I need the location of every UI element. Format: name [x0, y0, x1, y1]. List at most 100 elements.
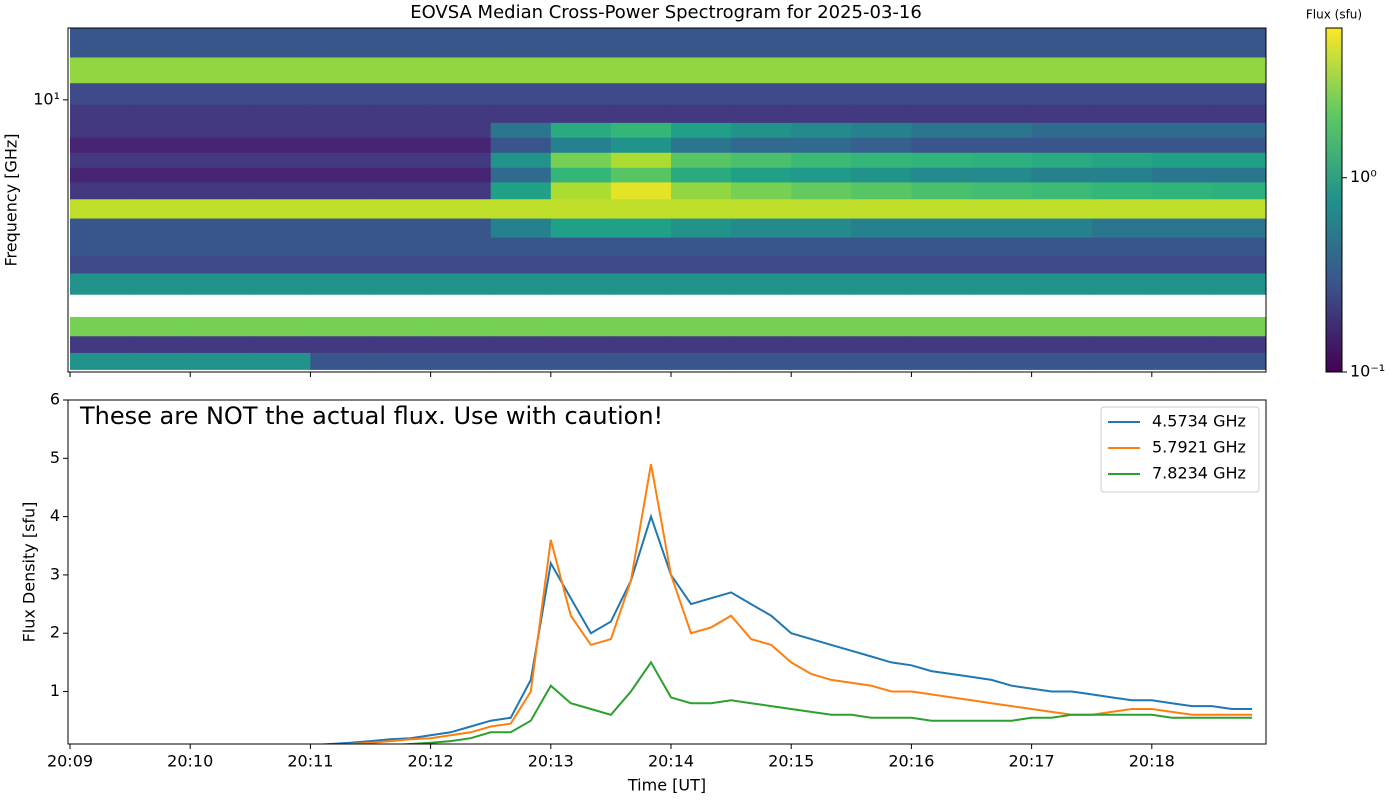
heatmap-cell — [430, 152, 492, 169]
heatmap-cell — [1151, 237, 1213, 257]
heatmap-cell — [1211, 255, 1266, 274]
heatmap-cell — [310, 237, 372, 257]
heatmap-cell — [250, 255, 311, 274]
heatmap-cell — [1031, 273, 1093, 295]
heatmap-cell — [671, 336, 732, 354]
heatmap-cell — [490, 336, 552, 354]
heatmap-cell — [851, 255, 912, 274]
heatmap-cell — [70, 336, 131, 354]
heatmap-cell — [430, 167, 492, 183]
heatmap-cell — [370, 28, 432, 58]
heatmap-cell — [851, 28, 912, 58]
heatmap-cell — [971, 218, 1033, 239]
heatmap-cell — [671, 218, 732, 239]
heatmap-cell — [550, 182, 612, 200]
heatmap-cell — [971, 237, 1033, 257]
heatmap-cell — [1151, 83, 1213, 106]
heatmap-cell — [1151, 336, 1213, 354]
axes-frame — [67, 27, 1267, 373]
heatmap-cell — [490, 28, 552, 58]
heatmap-cell — [671, 152, 732, 169]
x-tick-label: 20:16 — [888, 752, 934, 771]
x-tick-label: 20:10 — [167, 752, 213, 771]
colorbar-tick-label: 10⁰ — [1350, 167, 1377, 186]
heatmap-cell — [1151, 182, 1213, 200]
heatmap-cell — [490, 152, 552, 169]
heatmap-cell — [430, 255, 492, 274]
heatmap-cell — [731, 317, 792, 337]
heatmap-cell — [971, 167, 1033, 183]
heatmap-cell — [791, 137, 852, 154]
heatmap-cell — [70, 218, 131, 239]
heatmap-cell — [911, 122, 973, 139]
heatmap-cell — [851, 218, 912, 239]
heatmap-cell — [791, 28, 852, 58]
heatmap-cell — [1211, 104, 1266, 124]
heatmap-cell — [911, 352, 973, 370]
heatmap-cell — [490, 317, 552, 337]
data-line — [313, 513, 1252, 744]
heatmap-cell — [610, 104, 672, 124]
heatmap-cell — [190, 104, 251, 124]
heatmap-cell — [130, 57, 191, 84]
heatmap-cell — [731, 83, 792, 106]
heatmap-cell — [1151, 218, 1213, 239]
heatmap-cell — [430, 28, 492, 58]
heatmap-cell — [310, 104, 372, 124]
heatmap-cell — [791, 167, 852, 183]
heatmap-cell — [310, 83, 372, 106]
heatmap-cell — [70, 152, 131, 169]
heatmap-cell — [70, 199, 131, 220]
heatmap-cell — [911, 104, 973, 124]
heatmap-cell — [250, 336, 311, 354]
heatmap-cell — [190, 57, 251, 84]
heatmap-cell — [671, 167, 732, 183]
heatmap-cell — [971, 273, 1033, 295]
data-line — [338, 463, 1252, 744]
heatmap-cell — [310, 352, 372, 370]
heatmap-cell — [911, 57, 973, 84]
heatmap-cell — [550, 336, 612, 354]
heatmap-cell — [1211, 152, 1266, 169]
x-tick-label: 20:15 — [768, 752, 814, 771]
heatmap-cell — [70, 104, 131, 124]
heatmap-cell — [1031, 104, 1093, 124]
heatmap-cell — [190, 167, 251, 183]
heatmap-cell — [610, 237, 672, 257]
legend — [1100, 406, 1260, 493]
heatmap-cell — [1031, 336, 1093, 354]
heatmap-cell — [911, 255, 973, 274]
heatmap-cell — [70, 255, 131, 274]
heatmap-cell — [250, 104, 311, 124]
heatmap-cell — [130, 255, 191, 274]
heatmap-cell — [490, 104, 552, 124]
heatmap-cell — [1211, 352, 1266, 370]
heatmap-cell — [1091, 237, 1153, 257]
heatmap-cell — [971, 137, 1033, 154]
heatmap-cell — [550, 317, 612, 337]
heatmap-cell — [550, 218, 612, 239]
heatmap-cell — [610, 218, 672, 239]
heatmap-cell — [671, 255, 732, 274]
heatmap-cell — [250, 273, 311, 295]
y-tick-label: 6 — [50, 390, 60, 409]
heatmap-cell — [430, 182, 492, 200]
heatmap-cell — [731, 273, 792, 295]
heatmap-cell — [1091, 28, 1153, 58]
heatmap-cell — [550, 167, 612, 183]
heatmap-cell — [1031, 317, 1093, 337]
x-tick-label: 20:18 — [1129, 752, 1175, 771]
heatmap-cell — [911, 167, 973, 183]
heatmap-cell — [250, 152, 311, 169]
heatmap-cell — [130, 137, 191, 154]
annotation: These are NOT the actual flux. Use with … — [79, 402, 663, 430]
heatmap-cell — [851, 317, 912, 337]
heatmap-cell — [310, 199, 372, 220]
heatmap-cell — [1211, 182, 1266, 200]
heatmap-cell — [250, 83, 311, 106]
heatmap-cell — [190, 182, 251, 200]
heatmap-cell — [130, 352, 191, 370]
heatmap-cell — [971, 122, 1033, 139]
colorbar-tick-label: 10⁻¹ — [1350, 362, 1385, 381]
heatmap-cell — [370, 218, 432, 239]
